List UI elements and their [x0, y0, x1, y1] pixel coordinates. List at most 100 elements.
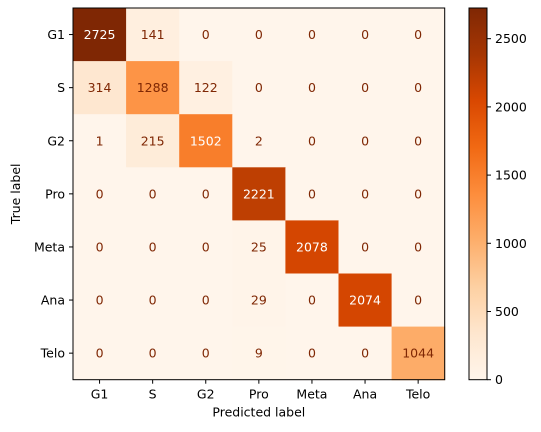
heatmap-cell — [391, 273, 446, 328]
cell-value-label: 215 — [141, 133, 165, 148]
cell-value-label: 2221 — [243, 186, 275, 201]
colorbar-ticks: 0 500 1000 1500 2000 2500 — [487, 31, 527, 387]
heatmap-cell — [232, 220, 286, 274]
heatmap-cell — [391, 114, 446, 168]
cell-value-label: 0 — [255, 27, 263, 42]
heatmap-cell — [126, 8, 180, 62]
heatmap-cell — [285, 273, 339, 328]
heatmap-cells — [73, 8, 446, 381]
cell-value-label: 0 — [361, 27, 369, 42]
x-axis-ticks: G1 S G2 Pro Meta Ana Telo — [91, 379, 430, 402]
heatmap-cell — [126, 220, 180, 274]
heatmap-cell — [285, 167, 339, 221]
cell-value-label: 2 — [255, 133, 263, 148]
colorbar — [468, 7, 488, 381]
heatmap-cell-labels: 2725 141 0 0 0 0 0 314 1288 122 0 0 0 0 1 215 1502 2 0 0 0 0 0… — [84, 27, 434, 361]
heatmap-cell — [179, 220, 233, 274]
y-tick-label: Ana — [41, 293, 65, 308]
cell-value-label: 0 — [96, 346, 104, 361]
heatmap-cell — [179, 326, 233, 381]
heatmap-cell — [126, 326, 180, 381]
cell-value-label: 0 — [202, 27, 210, 42]
heatmap-cell — [126, 167, 180, 221]
heatmap-cell — [232, 273, 286, 328]
x-tick-label: Ana — [353, 387, 377, 402]
cell-value-label: 0 — [361, 80, 369, 95]
cell-value-label: 0 — [96, 239, 104, 254]
heatmap-cell — [232, 61, 286, 115]
heatmap-cell — [285, 61, 339, 115]
heatmap-cell — [338, 61, 393, 115]
y-tick-label: S — [57, 80, 65, 95]
heatmap-cell — [232, 8, 286, 62]
cell-value-label: 0 — [361, 346, 369, 361]
cell-value-label: 0 — [414, 293, 422, 308]
x-tick-label: S — [149, 387, 157, 402]
cell-value-label: 0 — [414, 133, 422, 148]
colorbar-tick-label: 500 — [495, 304, 519, 319]
heatmap-cell — [73, 61, 127, 115]
heatmap-cell — [232, 326, 286, 381]
heatmap-cell — [391, 220, 446, 274]
heatmap-cell — [73, 220, 127, 274]
cell-value-label: 29 — [251, 293, 267, 308]
heatmap-cell — [285, 326, 339, 381]
cell-value-label: 0 — [202, 293, 210, 308]
cell-value-label: 0 — [361, 186, 369, 201]
colorbar-tick-label: 1000 — [495, 236, 527, 251]
heatmap-cell — [126, 114, 180, 168]
heatmap-cell — [285, 114, 339, 168]
cell-value-label: 0 — [202, 239, 210, 254]
heatmap-cell — [179, 273, 233, 328]
y-tick-label: Pro — [45, 186, 65, 201]
cell-value-label: 0 — [96, 293, 104, 308]
cell-value-label: 141 — [141, 27, 165, 42]
cell-value-label: 0 — [361, 133, 369, 148]
x-tick-label: Pro — [249, 387, 269, 402]
colorbar-tick-label: 0 — [495, 372, 503, 387]
y-tick-label: Telo — [40, 346, 65, 361]
cell-value-label: 0 — [414, 186, 422, 201]
cell-value-label: 0 — [414, 239, 422, 254]
heatmap-cell — [73, 167, 127, 221]
cell-value-label: 9 — [255, 346, 263, 361]
cell-value-label: 2074 — [349, 293, 381, 308]
heatmap-cell — [391, 326, 446, 381]
cell-value-label: 0 — [149, 346, 157, 361]
y-tick-label: G2 — [47, 133, 65, 148]
heatmap-cell — [179, 114, 233, 168]
cell-value-label: 0 — [202, 186, 210, 201]
x-tick-label: Telo — [405, 387, 430, 402]
heatmap-cell — [126, 273, 180, 328]
heatmap-cell — [338, 273, 393, 328]
colorbar-tick-label: 1500 — [495, 168, 527, 183]
cell-value-label: 0 — [308, 133, 316, 148]
heatmap-cell — [126, 61, 180, 115]
y-tick-label: G1 — [47, 27, 65, 42]
cell-value-label: 2725 — [84, 27, 116, 42]
heatmap-cell — [73, 326, 127, 381]
heatmap-cell — [179, 167, 233, 221]
cell-value-label: 0 — [308, 293, 316, 308]
heatmap-cell — [338, 8, 393, 62]
cell-value-label: 122 — [194, 80, 218, 95]
cell-value-label: 0 — [96, 186, 104, 201]
heatmap-cell — [338, 114, 393, 168]
cell-value-label: 0 — [361, 239, 369, 254]
cell-value-label: 0 — [149, 186, 157, 201]
cell-value-label: 0 — [308, 346, 316, 361]
heatmap-cell — [391, 167, 446, 221]
cell-value-label: 0 — [308, 27, 316, 42]
cell-value-label: 314 — [88, 80, 112, 95]
cell-value-label: 0 — [414, 27, 422, 42]
cell-value-label: 0 — [414, 80, 422, 95]
cell-value-label: 0 — [308, 80, 316, 95]
x-tick-label: G2 — [197, 387, 215, 402]
cell-value-label: 2078 — [296, 239, 328, 254]
colorbar-tick-label: 2000 — [495, 99, 527, 114]
heatmap-cell — [285, 220, 339, 274]
heatmap-cell — [338, 167, 393, 221]
cell-value-label: 0 — [308, 186, 316, 201]
colorbar-tick-label: 2500 — [495, 31, 527, 46]
